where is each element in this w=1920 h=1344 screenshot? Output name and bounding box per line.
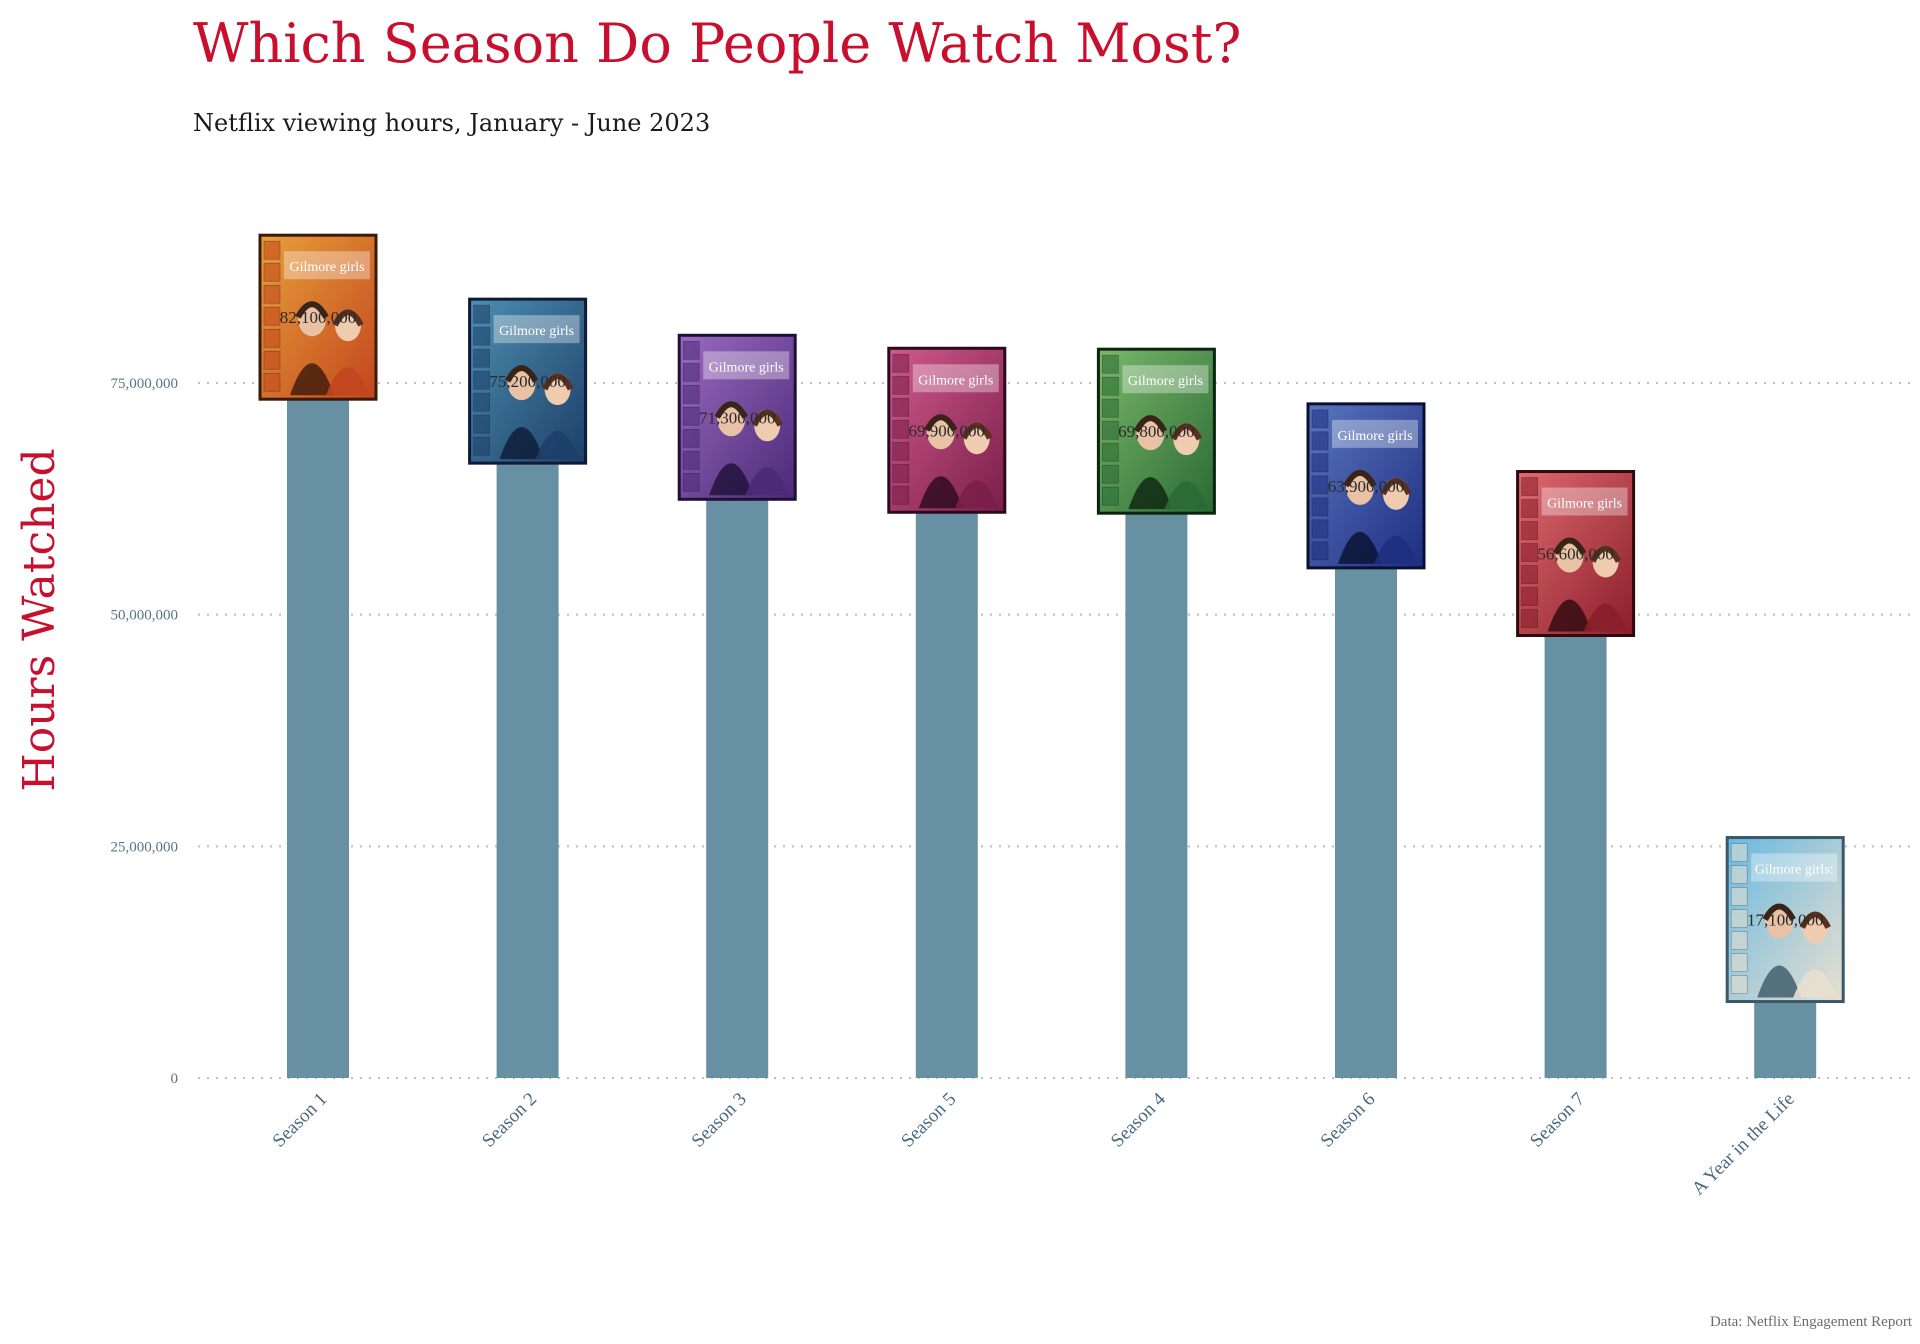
season-poster: Gilmore girls: bbox=[1725, 836, 1845, 1004]
x-tick-label: A Year in the Life bbox=[1688, 1089, 1799, 1200]
value-label: 82,100,000 bbox=[280, 308, 357, 327]
bar bbox=[1125, 431, 1188, 1079]
season-poster: Gilmore girls bbox=[1096, 347, 1216, 515]
y-axis-label: Hours Watched bbox=[14, 448, 65, 791]
season-poster: Gilmore girls bbox=[1516, 470, 1636, 638]
value-label: 69,800,000 bbox=[1118, 422, 1195, 441]
poster-logo: Gilmore girls bbox=[499, 324, 574, 339]
data-source-caption: Data: Netflix Engagement Report bbox=[1710, 1314, 1913, 1330]
season-poster: Gilmore girls bbox=[677, 333, 797, 501]
season-poster: Gilmore girls bbox=[258, 233, 378, 401]
poster-logo: Gilmore girls bbox=[1128, 374, 1203, 389]
value-label: 75,200,000 bbox=[489, 372, 566, 391]
bar bbox=[706, 417, 769, 1079]
poster-logo: Gilmore girls bbox=[709, 360, 784, 375]
chart-subtitle: Netflix viewing hours, January - June 20… bbox=[193, 109, 710, 137]
poster-logo: Gilmore girls bbox=[289, 260, 364, 275]
value-label: 63,900,000 bbox=[1328, 477, 1405, 496]
x-axis-ticks: Season 1 Season 2 Season 3 Season 5 Season 4… bbox=[269, 1088, 1799, 1199]
bar bbox=[1544, 553, 1607, 1078]
poster-logo: Gilmore girls bbox=[1547, 497, 1622, 512]
x-tick-label: Season 4 bbox=[1107, 1088, 1170, 1151]
value-label: 69,900,000 bbox=[909, 421, 986, 440]
poster-logo: Gilmore girls: bbox=[1755, 863, 1834, 878]
x-tick-label: Season 5 bbox=[897, 1089, 960, 1152]
poster-logo: Gilmore girls bbox=[1337, 429, 1412, 444]
bar bbox=[287, 317, 349, 1078]
x-tick-label: Season 1 bbox=[269, 1089, 332, 1152]
season-poster: Gilmore girls bbox=[887, 346, 1007, 514]
season-poster: Gilmore girls bbox=[468, 297, 588, 465]
bar bbox=[496, 381, 559, 1078]
value-label: 71,300,000 bbox=[699, 408, 776, 427]
value-label: 17,100,000 bbox=[1747, 911, 1824, 930]
y-tick-label: 75,000,000 bbox=[111, 376, 179, 392]
x-tick-label: Season 7 bbox=[1526, 1089, 1589, 1152]
bar bbox=[915, 430, 978, 1078]
x-tick-label: Season 3 bbox=[688, 1089, 751, 1152]
y-tick-label: 25,000,000 bbox=[111, 839, 179, 855]
value-label: 56,600,000 bbox=[1537, 545, 1614, 564]
y-tick-label: 50,000,000 bbox=[111, 608, 179, 624]
y-tick-label: 0 bbox=[171, 1071, 179, 1087]
season-posters: Gilmore girls 82,100,000 Gilmore girls 75,2… bbox=[258, 233, 1845, 1004]
bar bbox=[1335, 485, 1397, 1078]
x-tick-label: Season 6 bbox=[1317, 1089, 1380, 1152]
y-axis-ticks: 0 25,000,000 50,000,000 75,000,000 bbox=[111, 376, 179, 1087]
season-poster: Gilmore girls bbox=[1306, 402, 1426, 570]
poster-logo: Gilmore girls bbox=[918, 373, 993, 388]
x-tick-label: Season 2 bbox=[478, 1089, 541, 1152]
chart-title: Which Season Do People Watch Most? bbox=[193, 12, 1241, 75]
gridlines bbox=[198, 382, 1912, 1079]
